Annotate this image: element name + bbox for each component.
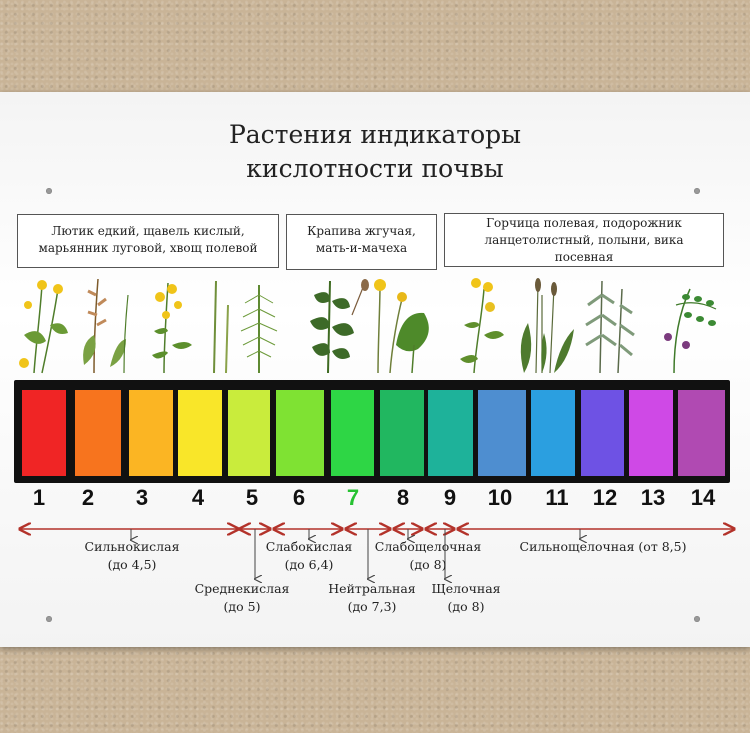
- ph-cell-8: [380, 390, 424, 476]
- ph-cell-12: [581, 390, 624, 476]
- vetch-icon: [664, 288, 717, 374]
- ph-number-4: 4: [191, 485, 205, 510]
- cow-wheat-icon: [152, 282, 192, 374]
- plant-group-acidic: Лютик едкий, щавель кислый, марьянник лу…: [17, 214, 279, 268]
- ph-cell-2: [75, 390, 121, 476]
- ph-cell-3: [129, 390, 173, 476]
- ph-number-7: 7: [346, 485, 360, 510]
- range-strongly-alkaline: Сильнощелочная (от 8,5): [519, 539, 687, 554]
- range-alkaline: Щелочная (до 8): [431, 581, 501, 614]
- sorrel-icon: [83, 278, 129, 374]
- range-strongly-acidic: Сильнокислая (до 4,5): [84, 539, 180, 572]
- ph-color-scale: [14, 380, 730, 483]
- ph-cell-11: [531, 390, 575, 476]
- buttercup-icon: [19, 280, 68, 374]
- ph-cell-7: [331, 390, 374, 476]
- ph-number-14: 14: [690, 485, 716, 510]
- nettle-icon: [310, 279, 369, 374]
- range-weakly-acidic: Слабокислая (до 6,4): [265, 539, 353, 572]
- plant-group-neutral: Крапива жгучая, мать-и-мачеха: [286, 214, 437, 270]
- wormwood-icon: [585, 280, 635, 374]
- ph-number-11: 11: [545, 485, 569, 510]
- mustard-icon: [460, 278, 504, 374]
- ph-number-13: 13: [640, 485, 666, 510]
- screw-bottom-left: [46, 616, 52, 622]
- range-neutral: Нейтральная (до 7,3): [328, 581, 416, 614]
- ph-cell-6: [276, 390, 324, 476]
- ph-number-12: 12: [592, 485, 618, 510]
- ph-cell-1: [22, 390, 66, 476]
- screw-bottom-right: [694, 616, 700, 622]
- poster-board: Растения индикаторы кислотности почвы Лю…: [0, 92, 750, 647]
- range-weakly-alkaline: Слабощелочная (до 8): [374, 539, 482, 572]
- ph-number-3: 3: [135, 485, 149, 510]
- range-medium-acidic: Среднекислая (до 5): [194, 581, 290, 614]
- ph-number-6: 6: [292, 485, 306, 510]
- ph-number-2: 2: [81, 485, 95, 510]
- ph-number-5: 5: [245, 485, 259, 510]
- ph-cell-5: [228, 390, 270, 476]
- ph-cell-13: [629, 390, 673, 476]
- plant-group-alkaline: Горчица полевая, подорожник ланцетолистн…: [444, 213, 724, 267]
- poster-title-line-1: Растения индикаторы: [228, 120, 522, 149]
- plantain-icon: [520, 278, 574, 374]
- screw-top-left: [46, 188, 52, 194]
- ph-number-10: 10: [487, 485, 513, 510]
- ph-cell-14: [678, 390, 725, 476]
- poster-title-line-2: кислотности почвы: [246, 154, 504, 183]
- ph-cell-4: [178, 390, 222, 476]
- screw-top-right: [694, 188, 700, 194]
- plant-illustrations: [19, 278, 717, 374]
- coltsfoot-icon: [374, 279, 429, 374]
- ph-cell-9: [428, 390, 473, 476]
- ph-cell-10: [478, 390, 526, 476]
- ph-number-8: 8: [396, 485, 410, 510]
- ph-number-1: 1: [32, 485, 46, 510]
- range-arrows: [0, 517, 750, 607]
- horsetail-icon: [213, 280, 278, 374]
- ph-number-9: 9: [443, 485, 457, 510]
